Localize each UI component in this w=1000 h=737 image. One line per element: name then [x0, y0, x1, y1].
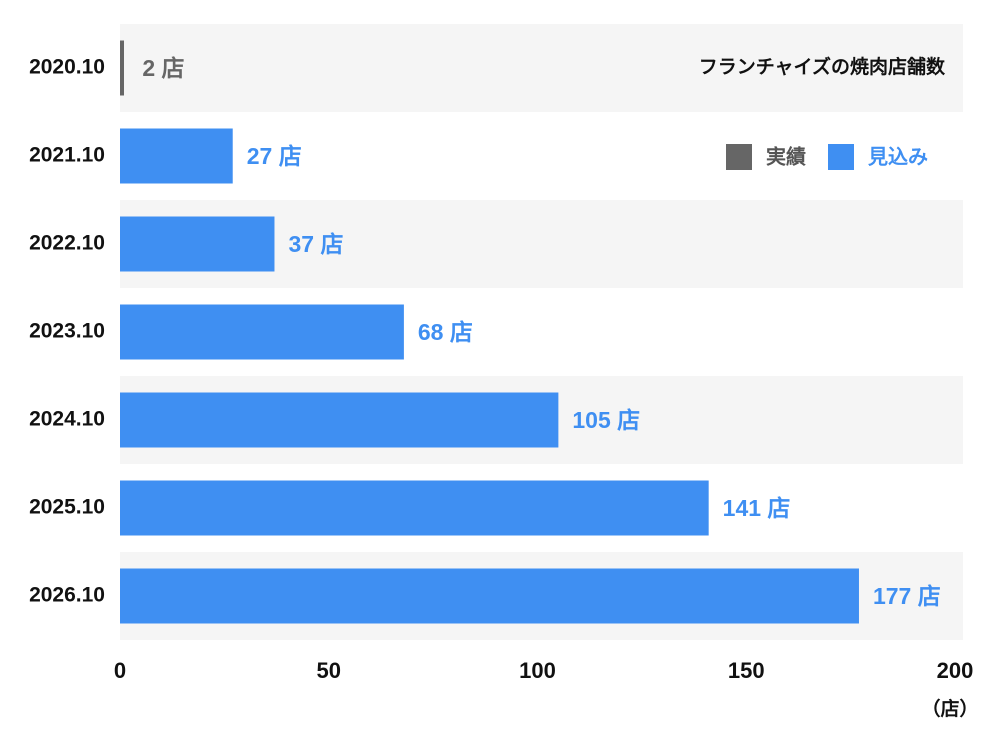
y-tick-label: 2021.10 [29, 144, 105, 167]
bar [120, 40, 124, 96]
y-tick-label: 2025.10 [29, 496, 105, 519]
legend-swatch [726, 144, 752, 170]
row-backgrounds [120, 24, 963, 640]
legend-label: 見込み [868, 145, 928, 168]
legend-label: 実績 [766, 144, 806, 168]
x-tick-label: 200 [937, 658, 974, 683]
data-label: 68 店 [418, 319, 473, 345]
data-label: 105 店 [572, 407, 640, 433]
x-tick-label: 50 [317, 658, 341, 683]
data-label: 27 店 [247, 143, 302, 169]
chart-title: フランチャイズの焼肉店舗数 [699, 55, 946, 78]
x-tick-label: 100 [519, 658, 556, 683]
data-label: 177 店 [873, 583, 941, 609]
bar [120, 392, 559, 448]
data-label: 141 店 [723, 495, 791, 521]
x-tick-label: 150 [728, 658, 765, 683]
x-axis-label: （店） [921, 697, 978, 720]
row-band [120, 24, 963, 112]
bar [120, 568, 859, 624]
bar [120, 128, 233, 184]
y-tick-label: 2020.10 [29, 56, 105, 79]
y-tick-label: 2024.10 [29, 408, 105, 431]
y-tick-label: 2026.10 [29, 584, 105, 607]
data-label: 37 店 [288, 231, 343, 257]
x-tick-label: 0 [114, 658, 126, 683]
bar [120, 216, 275, 272]
legend-swatch [828, 144, 854, 170]
data-label: 2 店 [142, 55, 184, 81]
y-tick-label: 2023.10 [29, 320, 105, 343]
y-tick-label: 2022.10 [29, 232, 105, 255]
bar [120, 480, 709, 536]
bar [120, 304, 404, 360]
